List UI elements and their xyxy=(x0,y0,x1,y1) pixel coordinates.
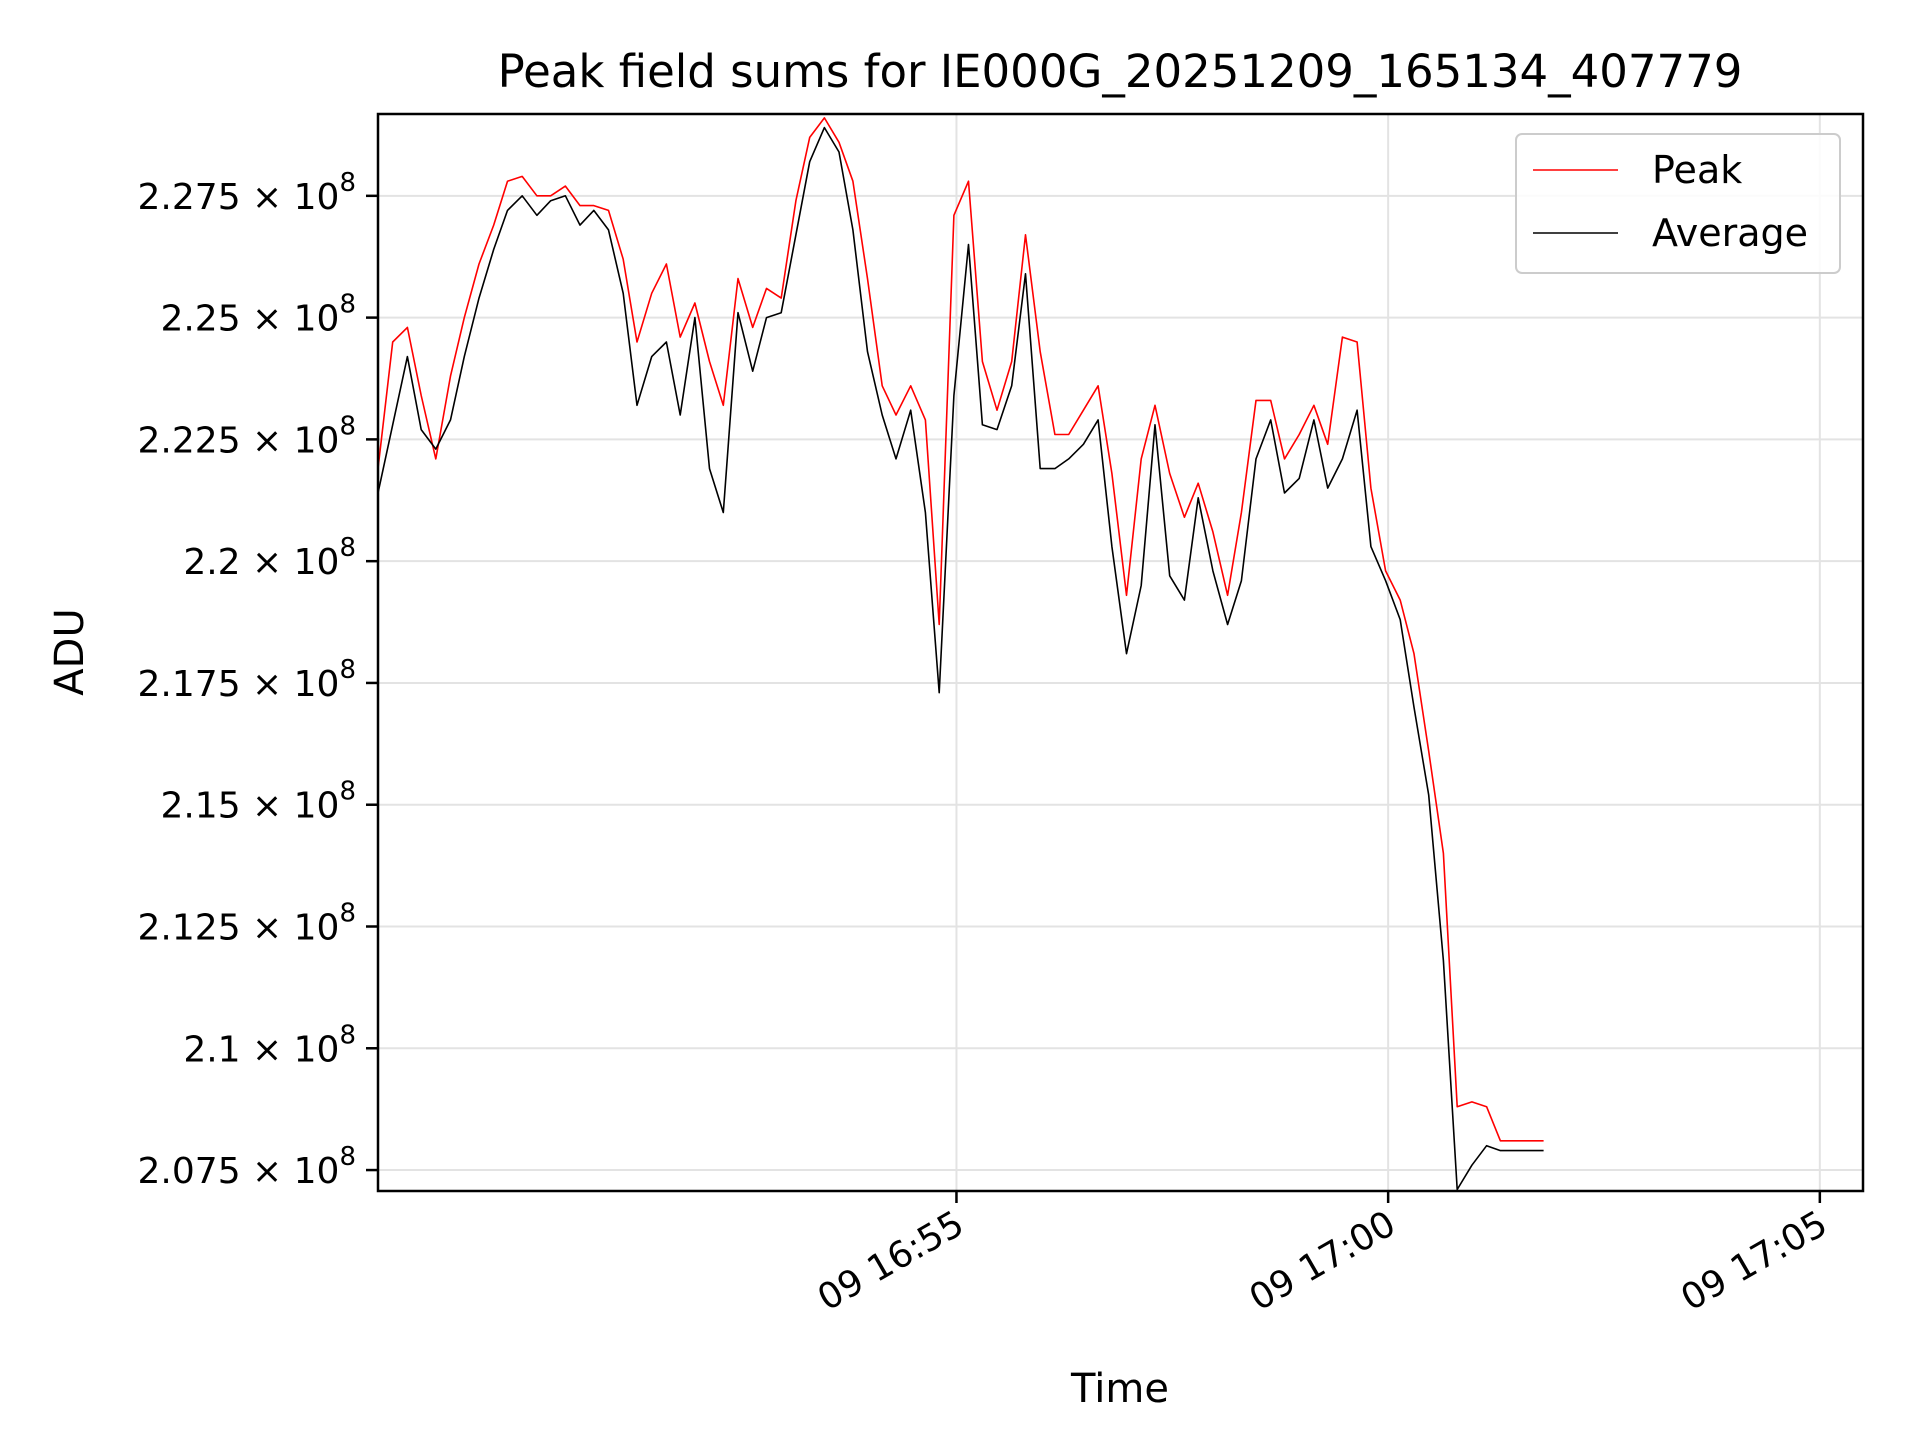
y-tick-exponent: 8 xyxy=(339,898,356,928)
legend-label-peak: Peak xyxy=(1652,148,1742,192)
y-tick-label-2: 2.125 × 108 xyxy=(138,898,356,948)
y-tick-mantissa: 2.1 × 10 xyxy=(183,1029,339,1070)
series-line-average xyxy=(378,126,1544,1191)
y-tick-exponent: 8 xyxy=(339,411,356,441)
y-tick-mantissa: 2.275 × 10 xyxy=(138,177,340,218)
y-tick-mantissa: 2.15 × 10 xyxy=(160,786,339,827)
y-tick-exponent: 8 xyxy=(339,1142,356,1172)
y-tick-label-1: 2.1 × 108 xyxy=(183,1020,356,1070)
y-tick-mantissa: 2.25 × 10 xyxy=(160,299,339,340)
y-tick-exponent: 8 xyxy=(339,655,356,685)
y-tick-exponent: 8 xyxy=(339,777,356,807)
y-tick-mantissa: 2.075 × 10 xyxy=(138,1151,340,1192)
y-tick-label-5: 2.2 × 108 xyxy=(183,533,356,583)
y-tick-label-8: 2.275 × 108 xyxy=(138,168,356,218)
y-tick-mantissa: 2.125 × 10 xyxy=(138,907,340,948)
y-tick-exponent: 8 xyxy=(339,168,356,198)
y-tick-label-6: 2.225 × 108 xyxy=(138,411,356,461)
plot-area-frame xyxy=(376,112,1865,1193)
y-axis-label: ADU xyxy=(47,608,93,695)
series-line-peak xyxy=(378,117,1544,1142)
y-tick-label-7: 2.25 × 108 xyxy=(160,290,356,340)
y-tick-exponent: 8 xyxy=(339,533,356,563)
chart-title: Peak field sums for IE000G_20251209_1651… xyxy=(498,45,1743,98)
legend: Peak Average xyxy=(1515,133,1841,274)
y-tick-exponent: 8 xyxy=(339,1020,356,1050)
y-tick-exponent: 8 xyxy=(339,290,356,320)
y-tick-label-3: 2.15 × 108 xyxy=(160,777,356,827)
y-tick-mantissa: 2.2 × 10 xyxy=(183,542,339,583)
y-tick-label-4: 2.175 × 108 xyxy=(138,655,356,705)
y-tick-label-0: 2.075 × 108 xyxy=(138,1142,356,1192)
legend-box xyxy=(1515,133,1841,274)
y-tick-mantissa: 2.175 × 10 xyxy=(138,664,340,705)
y-tick-mantissa: 2.225 × 10 xyxy=(138,420,340,461)
legend-label-average: Average xyxy=(1652,211,1808,255)
x-axis-label: Time xyxy=(1070,1366,1169,1412)
series-layer xyxy=(378,117,1544,1191)
